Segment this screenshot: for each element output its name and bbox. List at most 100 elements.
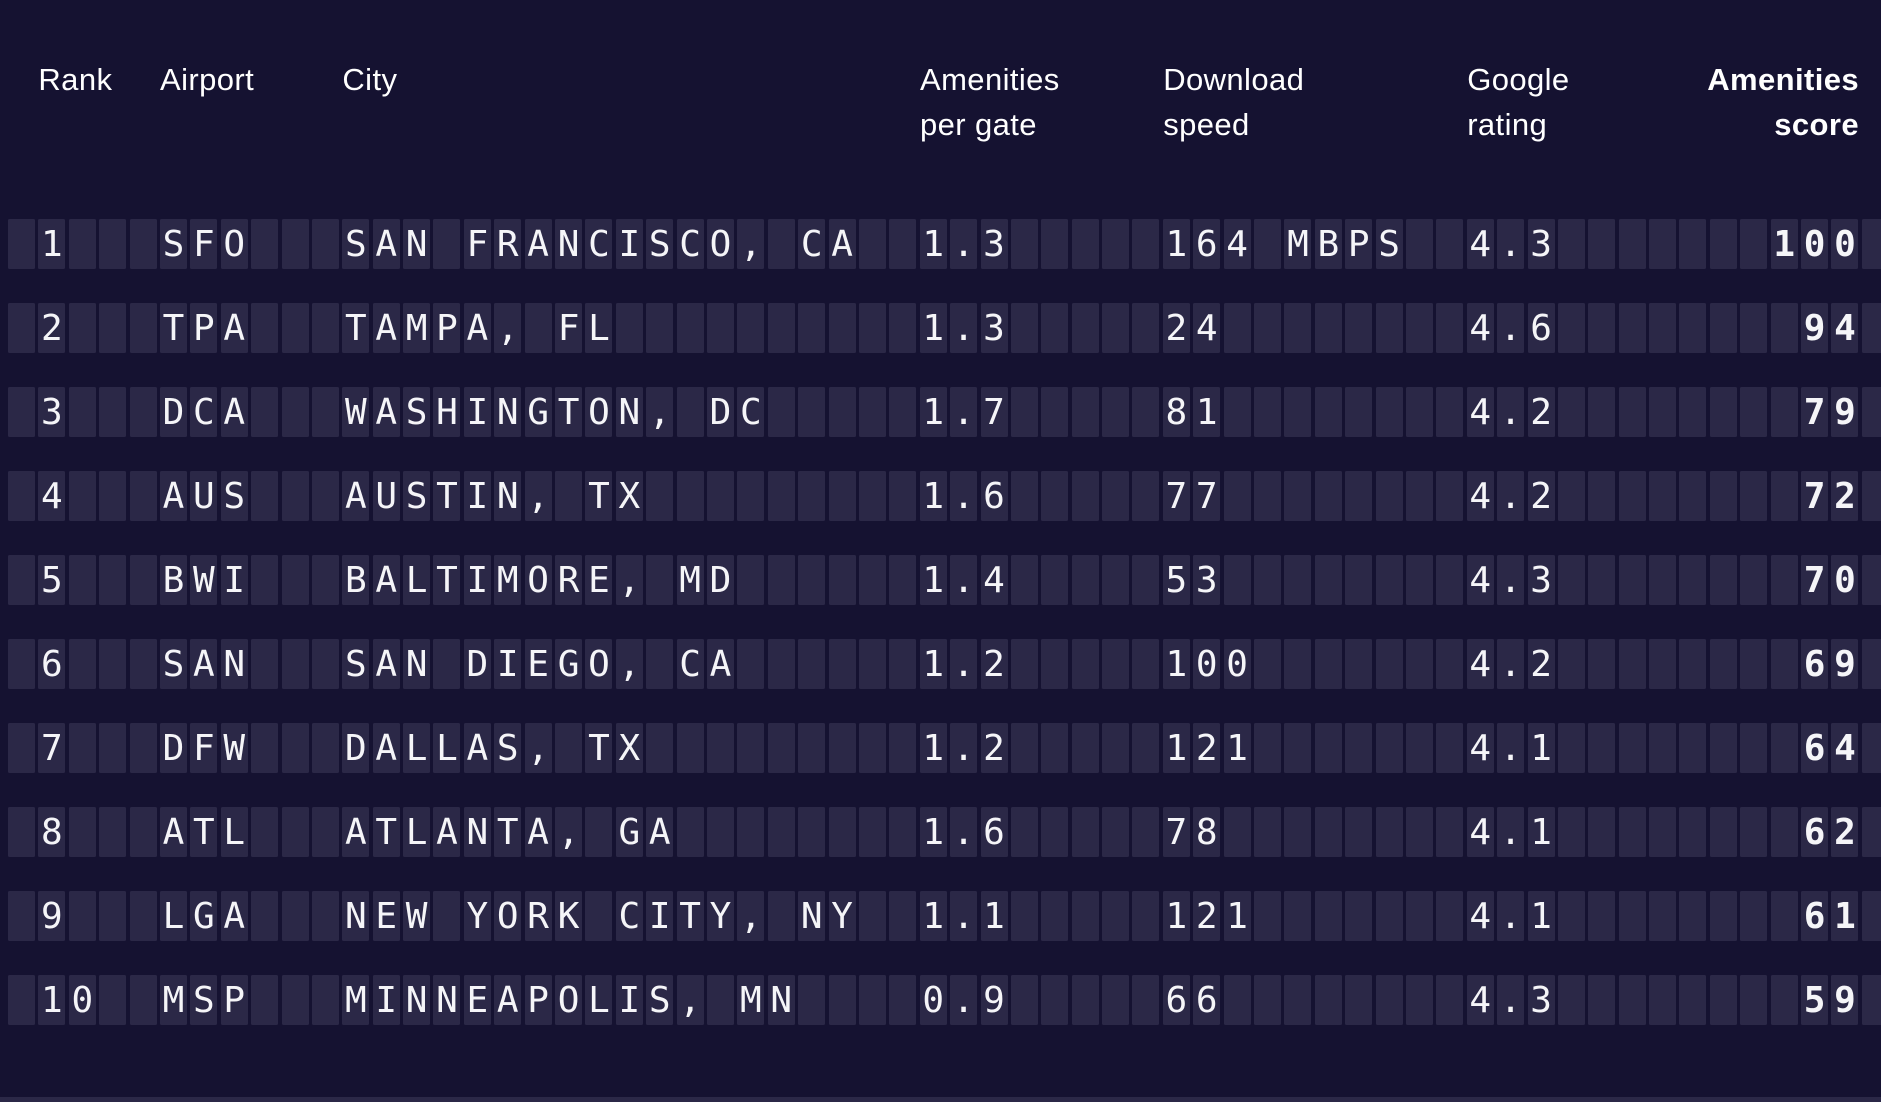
flip-cell-char: 3 (1527, 555, 1555, 605)
flip-cell-blank (281, 219, 309, 269)
flip-cell-blank (1254, 303, 1282, 353)
flip-cell-blank (1679, 387, 1707, 437)
flip-cell-blank (1740, 723, 1768, 773)
flip-cell-blank (311, 555, 339, 605)
flip-cell-blank (311, 303, 339, 353)
flip-cell-blank (1223, 555, 1251, 605)
flip-cell-char: I (615, 219, 643, 269)
flip-cell-char: 7 (1162, 471, 1190, 521)
flip-cell-char: 5 (1162, 555, 1190, 605)
flip-cell-char: X (615, 723, 643, 773)
flip-cell-char: . (950, 807, 978, 857)
col-header-city: City (342, 62, 398, 97)
flip-cell-blank (1740, 639, 1768, 689)
flip-cell-char: I (463, 555, 491, 605)
flip-cell-char: Y (463, 891, 491, 941)
flip-cell-char: T (372, 807, 400, 857)
flip-cell-char: C (798, 219, 826, 269)
flip-cell-char: 9 (1831, 387, 1859, 437)
flip-cell-blank (1649, 723, 1677, 773)
flip-cell-blank (1557, 975, 1585, 1025)
flip-cell-blank (1709, 471, 1737, 521)
flip-cell-char: . (1497, 639, 1525, 689)
flip-cell-blank (1071, 639, 1099, 689)
flip-cell-blank (858, 471, 886, 521)
flip-cell-blank (1405, 723, 1433, 773)
flip-cell-char: S (1375, 219, 1403, 269)
flip-cell-blank (1041, 975, 1069, 1025)
flip-cell-blank (251, 219, 279, 269)
flip-cell-char: M (676, 555, 704, 605)
flip-cell-char: C (676, 639, 704, 689)
flip-cell-blank (1557, 891, 1585, 941)
flip-cell-char (767, 219, 795, 269)
flip-cell-blank (311, 387, 339, 437)
flip-cell-char: 1 (1193, 387, 1221, 437)
flip-cell-blank (737, 639, 765, 689)
flip-cell-char: 1 (1527, 891, 1555, 941)
flip-cell-char: T (342, 303, 370, 353)
flip-cell-char: 7 (1193, 471, 1221, 521)
flip-cell-char: 2 (1831, 471, 1859, 521)
flip-cell-char: I (463, 387, 491, 437)
flip-cell-blank (1679, 975, 1707, 1025)
flip-cell-char: T (159, 303, 187, 353)
flip-cell-blank (1588, 807, 1616, 857)
flip-cell-blank (828, 723, 856, 773)
flip-cell-blank (1649, 975, 1677, 1025)
flip-cell-blank (889, 555, 917, 605)
flip-cell-char: 9 (1801, 303, 1829, 353)
flip-cell-blank (281, 471, 309, 521)
flip-cell-char: 6 (38, 639, 66, 689)
flip-cell-blank (1405, 219, 1433, 269)
flip-cell-char: S (403, 471, 431, 521)
flip-cell-blank (1345, 891, 1373, 941)
flip-cell-blank (1254, 639, 1282, 689)
flip-cell-blank (1010, 303, 1038, 353)
flip-cell-char: L (220, 807, 248, 857)
flip-cell-char: A (646, 807, 674, 857)
flip-cell-blank (1588, 303, 1616, 353)
flip-cell-blank (251, 555, 279, 605)
flip-cell-blank (129, 975, 157, 1025)
flip-cell-char: C (585, 219, 613, 269)
flip-cell-char: 3 (980, 219, 1008, 269)
flip-cell-blank (1132, 471, 1160, 521)
flip-cell-char: N (220, 639, 248, 689)
flip-cell-blank (1041, 639, 1069, 689)
flip-cell-char: 4 (1831, 303, 1859, 353)
flip-cell-blank (1102, 219, 1130, 269)
flip-cell-blank (1375, 471, 1403, 521)
flip-cell-char: N (494, 387, 522, 437)
flip-cell-blank (281, 555, 309, 605)
col-header-amenities-score: Amenities score (1707, 62, 1859, 142)
flip-cell-blank (1588, 555, 1616, 605)
flip-cell-char: G (190, 891, 218, 941)
flip-cell-blank (1010, 723, 1038, 773)
flip-cell-char: Y (706, 891, 734, 941)
flip-cell-blank (311, 219, 339, 269)
flip-cell-char: 0 (1223, 639, 1251, 689)
flip-cell-blank (828, 555, 856, 605)
flip-cell-blank (99, 219, 127, 269)
flip-cell-blank (1345, 807, 1373, 857)
flip-cell-blank (1071, 807, 1099, 857)
flip-cell-blank (1041, 891, 1069, 941)
flip-cell-blank (1345, 723, 1373, 773)
flip-cell-char: . (1497, 219, 1525, 269)
flip-cell-blank (1284, 975, 1312, 1025)
flip-cell-blank (1284, 723, 1312, 773)
flip-cell-blank (1557, 723, 1585, 773)
flip-cell-blank (1284, 471, 1312, 521)
flip-cell-char: 6 (1801, 891, 1829, 941)
flip-cell-blank (828, 303, 856, 353)
flip-cell-char: I (494, 639, 522, 689)
flip-cell-char: L (585, 975, 613, 1025)
flip-cell-blank (889, 387, 917, 437)
flip-cell-blank (1102, 387, 1130, 437)
flip-cell-blank (1132, 555, 1160, 605)
flip-cell-blank (737, 555, 765, 605)
flip-cell-blank (1375, 387, 1403, 437)
flip-cell-char (433, 219, 461, 269)
